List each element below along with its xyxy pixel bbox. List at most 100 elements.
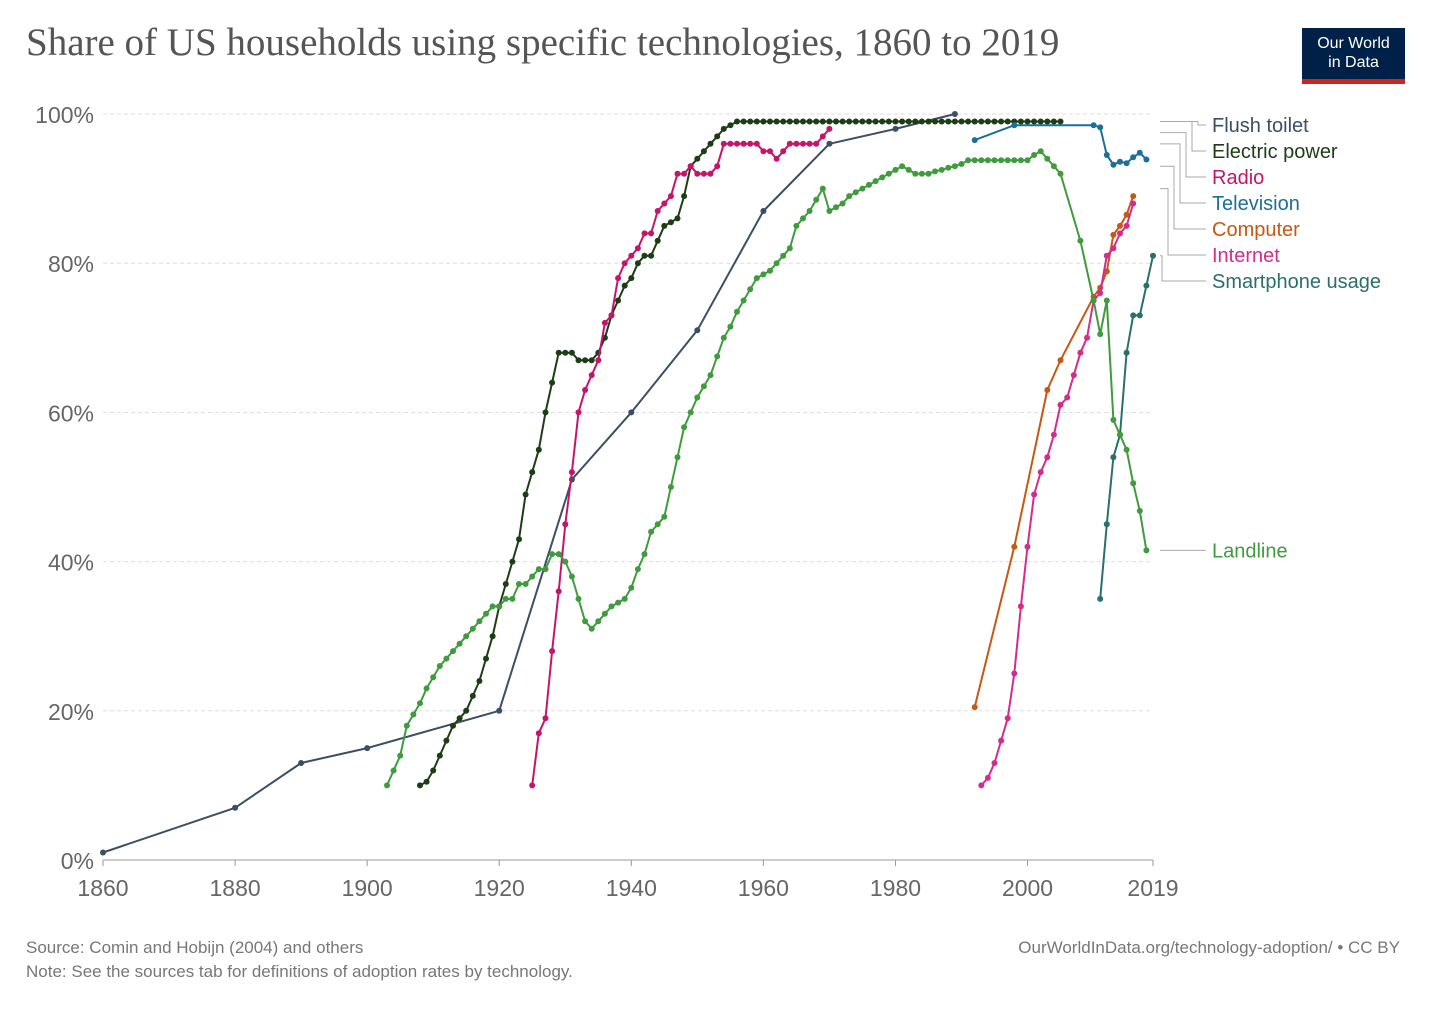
data-point xyxy=(753,118,760,125)
data-point xyxy=(767,267,773,274)
data-point xyxy=(1044,387,1051,393)
data-point xyxy=(912,118,919,125)
data-point xyxy=(734,118,740,125)
owid-logo[interactable]: Our World in Data xyxy=(1302,28,1405,84)
data-point xyxy=(667,193,674,200)
data-point xyxy=(1097,124,1104,131)
data-point xyxy=(417,700,423,707)
data-point xyxy=(938,166,945,173)
data-point xyxy=(819,133,826,140)
y-tick-label: 20% xyxy=(48,699,94,725)
data-point xyxy=(945,118,952,125)
data-point xyxy=(879,118,886,125)
data-point xyxy=(826,118,833,125)
data-point xyxy=(965,157,972,164)
data-point xyxy=(674,215,681,222)
data-point xyxy=(879,174,886,181)
data-point xyxy=(568,349,575,356)
data-point xyxy=(549,551,556,558)
y-tick-label: 100% xyxy=(35,102,94,128)
data-point xyxy=(687,163,694,170)
data-point xyxy=(700,170,707,177)
data-point xyxy=(958,161,965,167)
data-point xyxy=(1130,312,1137,319)
data-point xyxy=(423,778,430,785)
data-point xyxy=(443,737,450,744)
legend-label-landline: Landline xyxy=(1212,540,1288,562)
data-point xyxy=(720,334,727,341)
legend-label-radio: Radio xyxy=(1212,167,1264,189)
data-point xyxy=(555,551,562,558)
data-point xyxy=(819,185,826,192)
data-point xyxy=(859,185,866,192)
data-point xyxy=(634,566,641,573)
data-point xyxy=(681,193,688,200)
data-point xyxy=(529,782,536,789)
data-point xyxy=(694,394,701,401)
chart-title: Share of US households using specific te… xyxy=(26,21,1060,64)
data-point xyxy=(1110,231,1117,238)
data-point xyxy=(899,118,906,125)
data-point xyxy=(1011,670,1018,677)
data-point xyxy=(1037,118,1044,125)
data-point xyxy=(562,558,569,565)
source-url-link[interactable]: OurWorldInData.org/technology-adoption/ … xyxy=(1018,938,1400,957)
data-point xyxy=(1031,118,1038,125)
data-point xyxy=(707,140,714,147)
data-point xyxy=(615,275,622,282)
data-point xyxy=(991,760,998,766)
axis-layer: 0% 20% 40% 60% 80% 100% 1860 1880 1900 1920 1940 19… xyxy=(35,102,1178,901)
data-point xyxy=(621,260,628,267)
data-point xyxy=(1103,152,1110,158)
x-tick-label: 1980 xyxy=(870,875,921,901)
data-point xyxy=(648,230,655,237)
data-point xyxy=(1117,222,1123,229)
data-point xyxy=(760,118,767,125)
data-point xyxy=(1011,543,1018,550)
data-point xyxy=(1004,715,1011,722)
data-point xyxy=(681,170,688,177)
data-point xyxy=(661,200,668,207)
data-point xyxy=(1110,454,1117,461)
data-point xyxy=(469,625,476,632)
data-point xyxy=(1050,163,1057,170)
data-point xyxy=(384,782,390,789)
data-point xyxy=(1090,297,1097,304)
data-point xyxy=(641,551,648,558)
data-point xyxy=(793,140,800,147)
data-point xyxy=(1097,331,1104,338)
data-point xyxy=(443,655,450,662)
data-point xyxy=(298,760,305,766)
data-point xyxy=(694,170,701,177)
data-point xyxy=(588,625,595,632)
data-point xyxy=(410,711,417,718)
data-point xyxy=(991,157,998,164)
data-point xyxy=(866,181,872,188)
data-point xyxy=(806,118,813,125)
data-point xyxy=(436,752,443,759)
data-point xyxy=(912,170,919,177)
legend-label-television: Television xyxy=(1212,193,1300,215)
data-point xyxy=(483,655,489,662)
data-point xyxy=(1044,454,1051,461)
data-point xyxy=(1084,334,1090,341)
legend-label-flush-toilet: Flush toilet xyxy=(1212,115,1309,137)
data-point xyxy=(760,271,767,278)
data-point xyxy=(1037,469,1044,476)
data-point xyxy=(806,208,813,214)
data-point xyxy=(846,118,853,125)
data-point xyxy=(965,118,972,125)
data-point xyxy=(681,424,688,431)
data-point xyxy=(403,722,410,729)
data-point xyxy=(892,118,899,125)
data-point xyxy=(872,118,879,125)
data-point xyxy=(621,595,628,602)
series-computer xyxy=(971,193,1137,711)
data-point xyxy=(641,230,648,237)
legend-item-smartphone-usage: Smartphone usage xyxy=(1160,255,1381,293)
data-point xyxy=(859,118,866,125)
y-tick-label: 40% xyxy=(48,550,94,576)
series-television xyxy=(971,122,1150,168)
legend-connector xyxy=(1160,120,1206,126)
data-point xyxy=(813,140,820,147)
